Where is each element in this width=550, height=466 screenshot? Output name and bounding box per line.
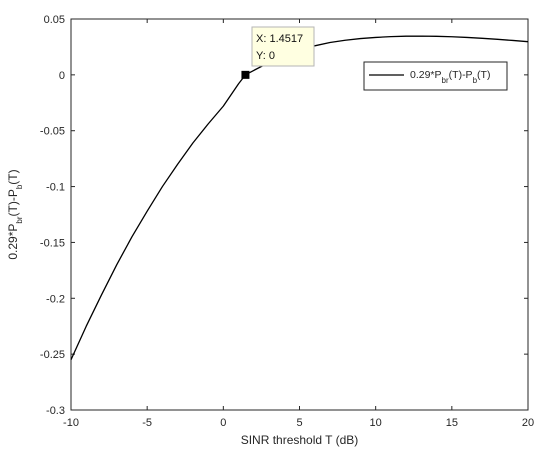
subscript-text: b <box>15 184 24 189</box>
x-axis-ticks: -10 -5 0 5 10 15 20 <box>63 19 534 429</box>
y-tick-label: 0.05 <box>44 14 65 26</box>
y-tick-label: -0.2 <box>46 293 65 305</box>
label-text: 0.29*P <box>6 224 20 260</box>
x-axis-label: SINR threshold T (dB) <box>241 433 359 447</box>
x-tick-label: 15 <box>446 417 458 429</box>
x-tick-label: 20 <box>522 417 534 429</box>
subscript-text: br <box>15 216 24 223</box>
legend[interactable]: 0.29*Pbr(T)-Pb(T) <box>363 61 508 91</box>
y-tick-label: -0.25 <box>40 349 65 361</box>
label-text: (T)-P <box>6 189 20 216</box>
y-tick-label: 0 <box>59 70 65 82</box>
y-tick-label: -0.1 <box>46 182 65 194</box>
x-tick-label: 10 <box>370 417 382 429</box>
label-text: (T) <box>477 69 490 81</box>
datatip-y-text: Y: 0 <box>256 50 275 62</box>
subscript-text: b <box>473 76 478 85</box>
y-tick-label: -0.3 <box>46 405 65 417</box>
y-tick-label: -0.15 <box>40 237 65 249</box>
y-tick-label: -0.05 <box>40 126 65 138</box>
datatip-box[interactable] <box>251 26 315 67</box>
subscript-text: br <box>442 76 449 85</box>
label-text: (T) <box>6 169 20 184</box>
x-tick-label: -10 <box>63 417 79 429</box>
datatip[interactable]: X: 1.4517 Y: 0 <box>251 26 315 67</box>
label-text: 0.29*P <box>410 69 442 81</box>
legend-entry-label: 0.29*Pbr(T)-Pb(T) <box>410 69 490 85</box>
datatip-marker[interactable] <box>241 70 250 79</box>
label-text: (T)-P <box>449 69 473 81</box>
y-axis-label: 0.29*Pbr(T)-Pb(T) <box>6 169 24 259</box>
x-tick-label: 5 <box>296 417 302 429</box>
datatip-x-text: X: 1.4517 <box>256 33 303 45</box>
y-axis-ticks: 0.05 0 -0.05 -0.1 -0.15 -0.2 -0.25 -0.3 <box>40 14 528 417</box>
legend-box[interactable] <box>363 61 508 91</box>
x-tick-label: -5 <box>142 417 152 429</box>
x-tick-label: 0 <box>220 417 226 429</box>
